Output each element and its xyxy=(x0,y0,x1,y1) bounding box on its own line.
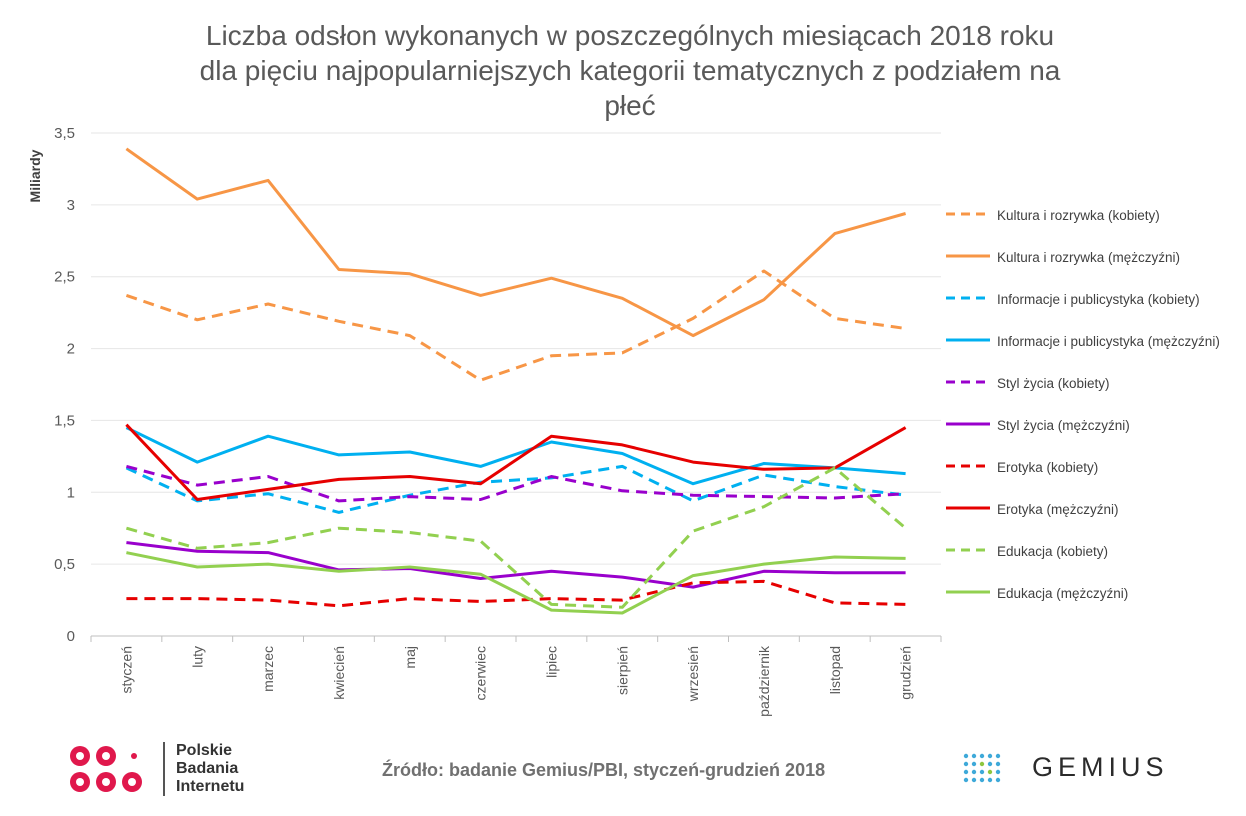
pbi-line-3: Internetu xyxy=(176,778,245,795)
legend-swatch xyxy=(946,333,990,345)
legend-item: Edukacja (mężczyźni) xyxy=(946,585,1246,602)
legend-label: Kultura i rozrywka (kobiety) xyxy=(997,208,1160,223)
legend-item: Informacje i publicystyka (mężczyźni) xyxy=(946,333,1246,350)
pbi-logo-separator xyxy=(163,742,165,796)
gemius-dot xyxy=(963,769,969,775)
legend-item: Erotyka (mężczyźni) xyxy=(946,501,1246,518)
legend-label: Styl życia (kobiety) xyxy=(997,376,1110,391)
gemius-dot xyxy=(979,761,985,767)
x-tick-label: listopad xyxy=(827,646,843,694)
legend-swatch xyxy=(946,585,990,597)
legend-item: Styl życia (mężczyźni) xyxy=(946,417,1246,434)
gemius-dot xyxy=(963,761,969,767)
series-line xyxy=(126,541,906,589)
gemius-logo-text: GEMIUS xyxy=(1032,752,1169,782)
series-line xyxy=(125,464,906,514)
y-axis-label: Miliardy xyxy=(27,149,43,202)
x-tick-label: czerwiec xyxy=(473,646,489,700)
legend-swatch xyxy=(946,207,990,219)
gemius-dot xyxy=(995,777,1001,783)
x-axis-ticks: styczeń luty marzec kwiecień maj czerwiec lipi… xyxy=(90,636,942,717)
gemius-dot xyxy=(971,753,977,759)
legend-swatch xyxy=(946,417,990,429)
chart-title-line-2: dla pięciu najpopularniejszych kategorii… xyxy=(199,55,1061,86)
x-tick-label: grudzień xyxy=(898,646,914,700)
legend-swatch xyxy=(946,249,990,261)
gemius-dot xyxy=(971,761,977,767)
source-note: Źródło: badanie Gemius/PBI, styczeń-grud… xyxy=(382,760,826,780)
pbi-logo xyxy=(66,742,276,798)
legend-label: Kultura i rozrywka (mężczyźni) xyxy=(997,250,1181,265)
legend-label: Informacje i publicystyka (mężczyźni) xyxy=(997,334,1220,349)
x-tick-label: październik xyxy=(756,645,772,717)
legend-swatch xyxy=(946,543,990,555)
gemius-dot xyxy=(963,777,969,783)
legend-swatch xyxy=(946,291,990,303)
pbi-line-1: Polskie xyxy=(176,742,233,759)
gemius-dot xyxy=(987,777,993,783)
y-tick-label: 1 xyxy=(67,484,75,501)
legend-swatch xyxy=(946,501,990,513)
x-tick-label: luty xyxy=(189,646,205,668)
x-tick-label: styczeń xyxy=(118,646,134,693)
series-line xyxy=(125,269,906,382)
gemius-dot xyxy=(979,753,985,759)
legend-label: Erotyka (mężczyźni) xyxy=(997,502,1119,517)
y-tick-label: 2,5 xyxy=(54,269,75,286)
legend-label: Styl życia (mężczyźni) xyxy=(997,418,1130,433)
gemius-dot xyxy=(987,753,993,759)
chart-title-line-1: Liczba odsłon wykonanych w poszczególnyc… xyxy=(205,20,1055,51)
x-tick-label: marzec xyxy=(260,646,276,692)
gemius-dot xyxy=(979,777,985,783)
series-lines xyxy=(125,147,907,615)
pbi-logo-text: Polskie Badania Internetu xyxy=(176,742,244,796)
gemius-dot xyxy=(987,769,993,775)
series-line xyxy=(126,464,906,503)
legend-label: Informacje i publicystyka (kobiety) xyxy=(997,292,1200,307)
legend-swatch xyxy=(946,459,990,471)
x-tick-label: wrzesień xyxy=(685,646,701,702)
legend-item: Edukacja (kobiety) xyxy=(946,543,1246,560)
gemius-dot xyxy=(995,761,1001,767)
gemius-dot xyxy=(995,769,1001,775)
series-line xyxy=(126,579,906,608)
y-tick-label: 0,5 xyxy=(54,556,75,573)
legend-item: Kultura i rozrywka (kobiety) xyxy=(946,207,1246,224)
gemius-logo-icon xyxy=(962,752,1002,786)
legend-label: Edukacja (mężczyźni) xyxy=(997,586,1129,601)
y-tick-label: 2 xyxy=(67,341,75,358)
y-tick-label: 0 xyxy=(67,628,75,645)
y-tick-label: 3 xyxy=(67,197,75,214)
y-axis-ticks: 0 0,5 1 1,5 2 2,5 3 3,5 xyxy=(54,125,75,645)
legend-item: Styl życia (kobiety) xyxy=(946,375,1246,392)
gemius-dot xyxy=(995,753,1001,759)
legend-item: Informacje i publicystyka (kobiety) xyxy=(946,291,1246,308)
legend-swatch xyxy=(946,375,990,387)
pbi-line-2: Badania xyxy=(176,760,239,777)
chart-title-line-3: płeć xyxy=(604,90,656,121)
chart-title: Liczba odsłon wykonanych w poszczególnyc… xyxy=(130,18,1130,123)
x-tick-label: lipiec xyxy=(543,646,559,678)
legend-item: Erotyka (kobiety) xyxy=(946,459,1246,476)
legend-label: Edukacja (kobiety) xyxy=(997,544,1109,559)
series-line xyxy=(125,426,906,486)
gemius-dot xyxy=(979,769,985,775)
legend-label: Erotyka (kobiety) xyxy=(997,460,1099,475)
series-line xyxy=(125,147,907,338)
series-line xyxy=(125,466,907,609)
x-tick-label: sierpień xyxy=(614,646,630,695)
gemius-dot xyxy=(971,769,977,775)
y-tick-label: 1,5 xyxy=(54,412,75,429)
gemius-dot xyxy=(987,761,993,767)
x-tick-label: maj xyxy=(402,646,418,669)
x-tick-label: kwiecień xyxy=(331,646,347,700)
gemius-dot xyxy=(963,753,969,759)
series-line xyxy=(126,551,906,615)
y-tick-label: 3,5 xyxy=(54,125,75,142)
legend-item: Kultura i rozrywka (mężczyźni) xyxy=(946,249,1246,266)
series-line xyxy=(125,423,907,501)
gemius-dot xyxy=(971,777,977,783)
